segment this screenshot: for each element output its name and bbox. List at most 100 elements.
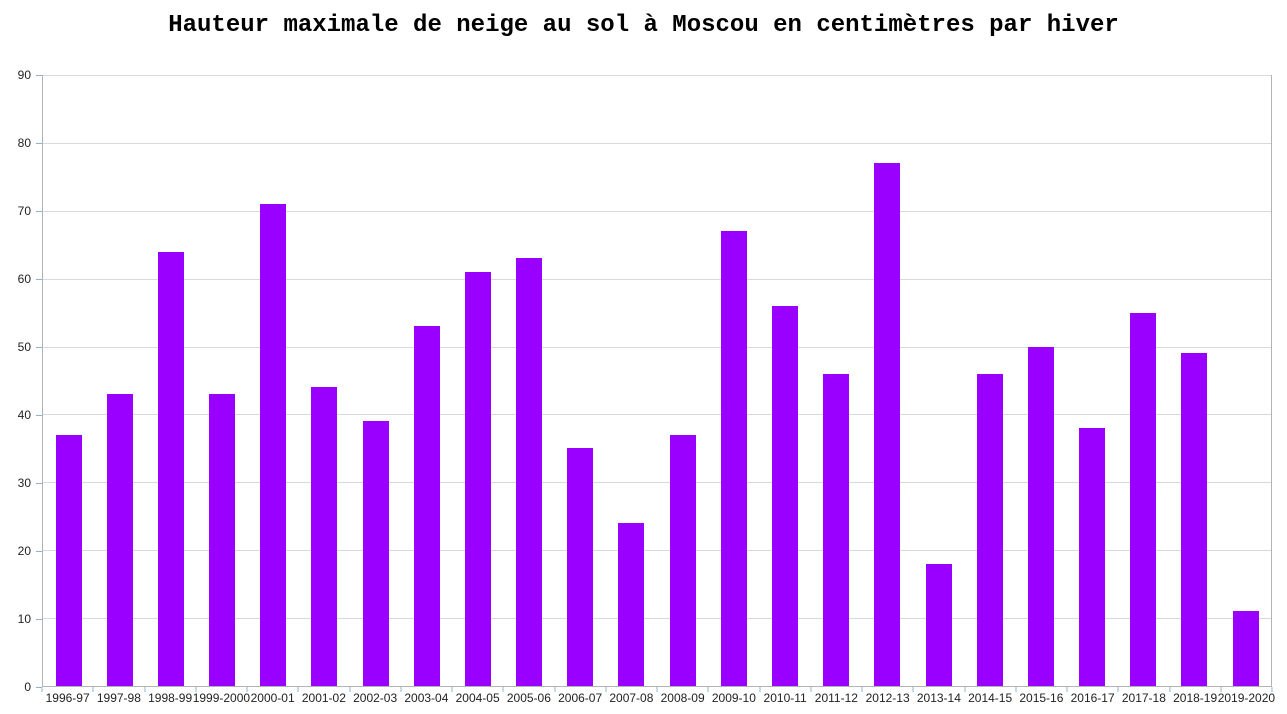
y-axis-label: 70 [17,203,31,218]
y-axis-tickmark [36,279,42,280]
x-axis-tickmark [1117,687,1119,692]
bar-1997-98 [106,394,133,686]
x-axis-label: 2014-15 [968,691,1013,705]
chart-title: Hauteur maximale de neige au sol à Mosco… [168,12,1119,39]
gridline [43,278,1271,280]
bar-slot [913,75,964,686]
y-axis-tickmark [36,483,42,484]
gridline [43,482,1271,484]
bar-slot [862,75,913,686]
bar-2001-02 [311,387,338,686]
x-axis-label-slot: 2018-19 [1170,691,1221,705]
x-axis-label-slot: 2000-01 [247,691,298,705]
bar-1999-2000 [209,394,236,686]
bar-2004-05 [464,271,491,686]
bar-2019-2020 [1232,611,1259,686]
bar-2015-16 [1027,346,1054,686]
x-axis-label-slot: 2016-17 [1067,691,1118,705]
bar-2010-11 [771,305,798,686]
x-axis-label-slot: 2015-16 [1016,691,1067,705]
x-axis-label-slot: 2013-14 [913,691,964,705]
x-axis-label-slot: 2007-08 [606,691,657,705]
bar-slot [248,75,299,686]
x-axis-label-slot: 2001-02 [298,691,349,705]
x-axis-tickmark [707,687,709,692]
x-axis-tickmark [92,687,94,692]
x-axis-tickmark [912,687,914,692]
x-axis-label-slot: 2010-11 [760,691,811,705]
bar-2014-15 [976,373,1003,686]
x-axis-label: 2000-01 [250,691,295,705]
x-axis-tickmark [195,687,197,692]
x-axis-tickmark [1220,687,1222,692]
x-axis-tickmark [759,687,760,692]
bar-slot [1169,75,1220,686]
y-axis-tickmarks [36,75,42,688]
y-axis-tickmark [36,75,42,76]
gridline [43,618,1271,620]
bar-slot [197,75,248,686]
bar-slot [1220,75,1271,686]
x-axis-tickmark [1015,687,1017,692]
x-axis-label-slot: 2014-15 [965,691,1016,705]
y-axis-label: 60 [17,272,31,286]
bar-2009-10 [720,231,747,686]
x-axis-label-slot: 2011-12 [811,691,862,705]
x-axis-tickmark [246,687,248,692]
x-axis-label-slot: 1996-97 [42,691,93,705]
x-axis-tickmark [144,687,145,692]
y-axis-label: 90 [17,68,31,82]
bar-slot [452,75,503,686]
x-axis-tickmarks [41,687,1273,693]
gridline [43,75,1271,76]
x-axis-label-slot: 1998-99 [145,691,196,705]
y-axis-label: 30 [17,476,31,490]
x-axis-tickmark [1169,687,1170,692]
bar-slot [811,75,862,686]
gridline [43,210,1271,212]
x-axis-label-slot: 2019-2020 [1218,691,1275,705]
y-axis-label: 20 [17,544,31,558]
x-axis-label: 2010-11 [763,691,807,705]
gridline [43,346,1271,348]
x-axis-label-slot: 2003-04 [401,691,452,705]
x-axis-tickmark [41,687,43,692]
y-axis-label: 40 [17,408,31,422]
x-axis-label: 2013-14 [916,691,961,705]
x-axis-tickmark [810,687,812,692]
x-axis-label-slot: 2008-09 [657,691,708,705]
x-axis-label: 2006-07 [558,691,603,705]
y-axis-label: 0 [24,680,31,694]
x-axis-label: 2008-09 [660,691,705,705]
bar-slot [708,75,759,686]
x-axis-label-slot: 1999-2000 [193,691,250,705]
bar-2008-09 [669,434,696,686]
bar-slot [1118,75,1169,686]
bar-1996-97 [55,434,82,686]
x-axis-label-slot: 2009-10 [708,691,759,705]
x-axis-label-slot: 2004-05 [452,691,503,705]
x-axis-label: 2012-13 [865,691,910,705]
x-axis-label-slot: 2005-06 [503,691,554,705]
bar-2011-12 [823,373,850,686]
x-axis-label: 1998-99 [148,691,193,705]
x-axis-labels: 1996-97 1997-98 1998-99 1999-2000 2000-01 200… [42,691,1275,705]
x-axis-tickmark [1271,687,1273,692]
plot-area [42,75,1272,687]
x-axis-label: 2004-05 [455,691,500,705]
y-axis-tickmark [36,415,42,416]
bar-slot [145,75,196,686]
x-axis-label: 2011-12 [814,691,858,705]
x-axis-tickmark [554,687,555,692]
y-axis-tickmark [36,142,42,144]
bar-slot [299,75,350,686]
x-axis-label-slot: 2006-07 [555,691,606,705]
bar-slot [606,75,657,686]
x-axis-label: 2015-16 [1019,691,1064,705]
bar-slot [964,75,1015,686]
x-axis-label: 2002-03 [353,691,398,705]
bar-slot [504,75,555,686]
bar-2002-03 [362,421,389,686]
y-axis-labels: 0 10 20 30 40 50 60 70 80 90 [0,68,36,694]
